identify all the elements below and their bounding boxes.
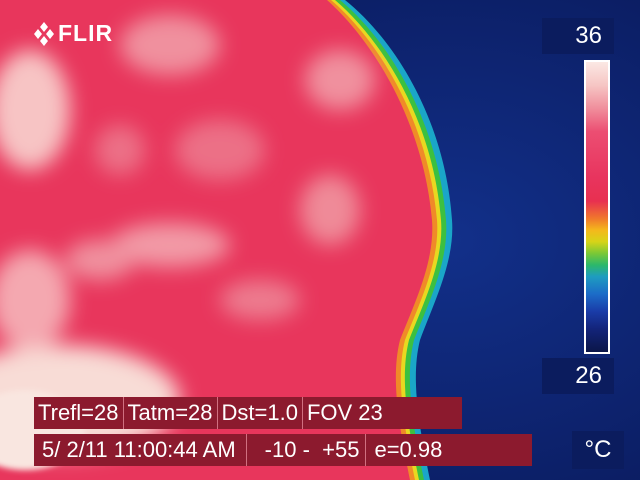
range-value: -10 - +55 bbox=[247, 434, 367, 466]
temperature-unit: °C bbox=[572, 431, 624, 469]
flir-logo-text: FLIR bbox=[58, 20, 114, 46]
flir-diamond-icon bbox=[34, 21, 54, 46]
flir-logo: FLIR bbox=[34, 20, 113, 47]
fov-value: FOV 23 bbox=[306, 400, 383, 425]
scale-min-label: 26 bbox=[542, 358, 614, 394]
temperature-colorbar bbox=[584, 60, 610, 354]
distance-value: Dst=1.0 bbox=[218, 397, 303, 429]
parameter-bar: Trefl=28 Tatm=28 Dst=1.0 FOV 23 bbox=[34, 397, 462, 429]
status-bar: 5/ 2/11 11:00:44 AM -10 - +55 e=0.98 bbox=[34, 434, 532, 466]
emissivity-value: e=0.98 bbox=[374, 437, 443, 462]
datetime-value: 5/ 2/11 11:00:44 AM bbox=[34, 434, 247, 466]
tatm-value: Tatm=28 bbox=[124, 397, 218, 429]
scale-max-label: 36 bbox=[542, 18, 614, 54]
trefl-value: Trefl=28 bbox=[34, 397, 124, 429]
